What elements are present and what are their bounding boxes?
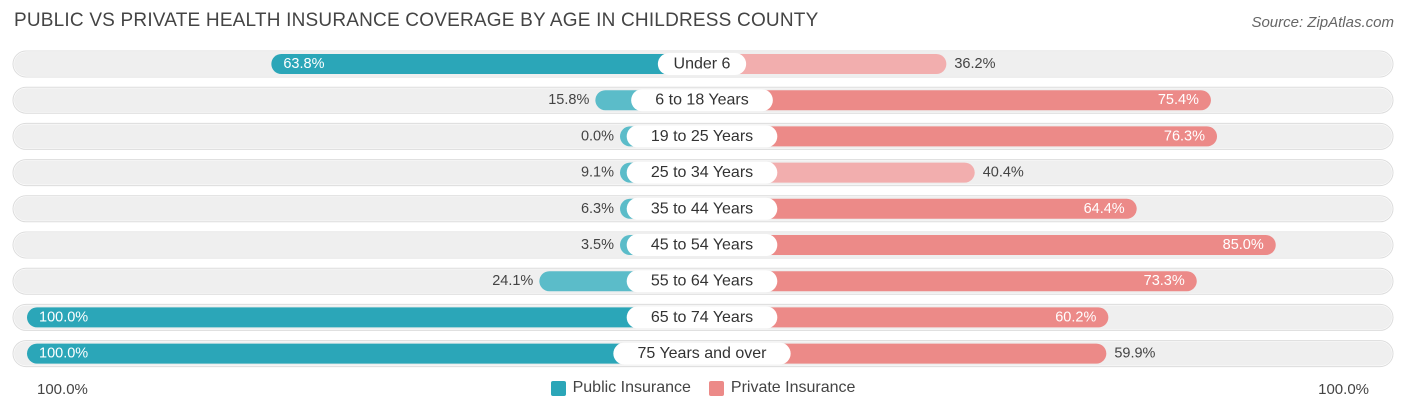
row-0: 63.8% 36.2% Under 6	[12, 50, 1394, 78]
bar-private	[702, 235, 1276, 255]
row-7: 100.0% 60.2% 65 to 74 Years	[12, 303, 1394, 331]
row-1: 15.8% 75.4% 6 to 18 Years	[12, 86, 1394, 114]
row-2: 0.0% 76.3% 19 to 25 Years	[12, 122, 1394, 150]
category-label: 6 to 18 Years	[655, 92, 748, 109]
category-label-pill	[613, 342, 791, 365]
value-label-private: 76.3%	[1164, 128, 1205, 144]
value-label-private: 85.0%	[1223, 237, 1264, 253]
value-label-public: 9.1%	[581, 165, 614, 181]
category-label: 25 to 34 Years	[651, 164, 753, 181]
category-label: 75 Years and over	[638, 345, 768, 362]
bar-private	[702, 126, 1218, 147]
category-label-pill	[626, 306, 778, 329]
category-label-pill	[626, 197, 778, 220]
legend-label-public: Public Insurance	[572, 379, 691, 396]
value-label-private: 64.4%	[1084, 201, 1125, 217]
value-label-private: 73.3%	[1144, 273, 1185, 289]
category-label: Under 6	[674, 56, 731, 73]
category-label-pill	[626, 161, 778, 184]
value-label-public: 100.0%	[39, 346, 88, 362]
bar-private	[702, 90, 1211, 111]
row-6: 24.1% 73.3% 55 to 64 Years	[12, 267, 1394, 295]
bar-private	[702, 307, 1109, 328]
bar-private	[702, 271, 1197, 292]
legend-item-private[interactable]: Private Insurance	[708, 379, 856, 397]
value-label-private: 75.4%	[1158, 92, 1199, 108]
category-label: 65 to 74 Years	[651, 309, 753, 326]
value-label-public: 0.0%	[581, 128, 614, 144]
value-label-private: 60.2%	[1055, 309, 1096, 325]
value-label-public: 6.3%	[581, 201, 614, 217]
category-label-pill	[626, 234, 778, 256]
value-label-public: 15.8%	[548, 92, 589, 108]
legend-item-public[interactable]: Public Insurance	[550, 379, 691, 397]
value-label-public: 24.1%	[492, 273, 533, 289]
category-label-pill	[657, 53, 747, 75]
category-label: 35 to 44 Years	[651, 200, 753, 217]
category-label: 19 to 25 Years	[651, 128, 753, 145]
legend-label-private: Private Insurance	[730, 379, 856, 396]
category-label: 45 to 54 Years	[651, 237, 753, 254]
bar-private	[702, 54, 947, 74]
legend-swatch-private	[708, 380, 724, 396]
axis-left-label: 100.0%	[37, 381, 88, 398]
category-label-pill	[626, 270, 778, 293]
value-label-private: 40.4%	[983, 165, 1024, 181]
value-label-public: 100.0%	[39, 309, 88, 325]
row-5: 3.5% 85.0% 45 to 54 Years	[12, 231, 1394, 259]
row-3: 9.1% 40.4% 25 to 34 Years	[12, 159, 1394, 187]
value-label-private: 36.2%	[954, 56, 995, 72]
row-8: 100.0% 59.9% 75 Years and over	[12, 340, 1394, 368]
bar-public	[271, 54, 702, 74]
bar-public	[27, 343, 702, 364]
bar-private	[702, 343, 1107, 364]
category-label: 55 to 64 Years	[651, 273, 753, 290]
legend-swatch-public	[550, 380, 566, 396]
source-attribution: Source: ZipAtlas.com	[1251, 14, 1394, 31]
bar-public	[27, 307, 702, 328]
axis-right-label: 100.0%	[1318, 381, 1369, 398]
bar-private	[702, 198, 1137, 219]
legend: Public Insurance Private Insurance	[0, 379, 1406, 397]
value-label-private: 59.9%	[1114, 346, 1155, 362]
row-4: 6.3% 64.4% 35 to 44 Years	[12, 195, 1394, 223]
category-label-pill	[631, 89, 773, 112]
value-label-public: 63.8%	[283, 56, 324, 72]
category-label-pill	[626, 125, 778, 148]
value-label-public: 3.5%	[581, 237, 614, 253]
chart-title: PUBLIC VS PRIVATE HEALTH INSURANCE COVER…	[14, 10, 819, 31]
